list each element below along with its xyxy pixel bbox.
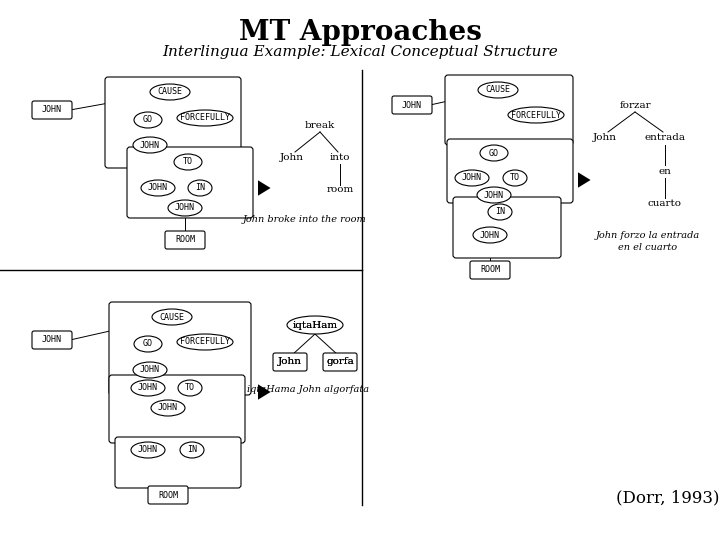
FancyBboxPatch shape bbox=[115, 437, 241, 488]
Ellipse shape bbox=[480, 145, 508, 161]
Text: iqtaHam: iqtaHam bbox=[292, 321, 338, 329]
Ellipse shape bbox=[131, 380, 165, 396]
Text: ROOM: ROOM bbox=[480, 266, 500, 274]
FancyBboxPatch shape bbox=[32, 101, 72, 119]
Text: John forzo la entrada: John forzo la entrada bbox=[596, 231, 700, 240]
FancyBboxPatch shape bbox=[148, 486, 188, 504]
Ellipse shape bbox=[177, 110, 233, 126]
Text: JOHN: JOHN bbox=[42, 105, 62, 114]
Text: (Dorr, 1993): (Dorr, 1993) bbox=[616, 489, 720, 507]
Ellipse shape bbox=[455, 170, 489, 186]
Ellipse shape bbox=[178, 380, 202, 396]
Text: JOHN: JOHN bbox=[462, 173, 482, 183]
Text: JOHN: JOHN bbox=[484, 191, 504, 199]
Text: room: room bbox=[326, 186, 354, 194]
Text: JOHN: JOHN bbox=[140, 366, 160, 375]
Text: gorfa: gorfa bbox=[326, 357, 354, 367]
Text: CAUSE: CAUSE bbox=[160, 313, 184, 321]
Ellipse shape bbox=[131, 442, 165, 458]
Ellipse shape bbox=[133, 137, 167, 153]
Text: IN: IN bbox=[195, 184, 205, 192]
Text: FORCEFULLY: FORCEFULLY bbox=[180, 338, 230, 347]
Polygon shape bbox=[258, 180, 271, 195]
Text: ROOM: ROOM bbox=[158, 490, 178, 500]
Text: GO: GO bbox=[143, 116, 153, 125]
Ellipse shape bbox=[134, 336, 162, 352]
Text: iqtaHam: iqtaHam bbox=[292, 321, 338, 329]
Text: cuarto: cuarto bbox=[648, 199, 682, 208]
Text: IN: IN bbox=[187, 446, 197, 455]
Polygon shape bbox=[578, 172, 590, 188]
Ellipse shape bbox=[188, 180, 212, 196]
Ellipse shape bbox=[168, 200, 202, 216]
Text: iqtaHama John algorfata: iqtaHama John algorfata bbox=[247, 386, 369, 395]
Text: TO: TO bbox=[183, 158, 193, 166]
FancyBboxPatch shape bbox=[105, 77, 241, 168]
Text: MT Approaches: MT Approaches bbox=[238, 18, 482, 45]
FancyBboxPatch shape bbox=[273, 353, 307, 371]
Ellipse shape bbox=[473, 227, 507, 243]
FancyBboxPatch shape bbox=[470, 261, 510, 279]
FancyBboxPatch shape bbox=[165, 231, 205, 249]
Text: John: John bbox=[278, 357, 302, 367]
Ellipse shape bbox=[151, 400, 185, 416]
Text: JOHN: JOHN bbox=[148, 184, 168, 192]
Ellipse shape bbox=[177, 334, 233, 350]
Text: JOHN: JOHN bbox=[402, 100, 422, 110]
Text: CAUSE: CAUSE bbox=[158, 87, 182, 97]
Text: Interlingua Example: Lexical Conceptual Structure: Interlingua Example: Lexical Conceptual … bbox=[162, 45, 558, 59]
Text: JOHN: JOHN bbox=[138, 446, 158, 455]
FancyBboxPatch shape bbox=[127, 147, 253, 218]
Text: JOHN: JOHN bbox=[140, 140, 160, 150]
FancyBboxPatch shape bbox=[109, 302, 251, 395]
Text: TO: TO bbox=[185, 383, 195, 393]
Text: CAUSE: CAUSE bbox=[485, 85, 510, 94]
FancyBboxPatch shape bbox=[447, 139, 573, 203]
Text: break: break bbox=[305, 120, 335, 130]
Ellipse shape bbox=[150, 84, 190, 100]
Text: into: into bbox=[330, 153, 350, 163]
Text: John: John bbox=[593, 133, 617, 143]
Text: FORCEFULLY: FORCEFULLY bbox=[180, 113, 230, 123]
Text: John: John bbox=[278, 357, 302, 367]
Text: JOHN: JOHN bbox=[138, 383, 158, 393]
Text: John: John bbox=[280, 153, 304, 163]
Polygon shape bbox=[258, 384, 271, 400]
Ellipse shape bbox=[180, 442, 204, 458]
Text: JOHN: JOHN bbox=[175, 204, 195, 213]
Ellipse shape bbox=[478, 82, 518, 98]
FancyBboxPatch shape bbox=[109, 375, 245, 443]
Text: JOHN: JOHN bbox=[158, 403, 178, 413]
Ellipse shape bbox=[141, 180, 175, 196]
Text: JOHN: JOHN bbox=[480, 231, 500, 240]
Ellipse shape bbox=[508, 107, 564, 123]
Text: en el cuarto: en el cuarto bbox=[618, 242, 678, 252]
FancyBboxPatch shape bbox=[445, 75, 573, 145]
Ellipse shape bbox=[287, 316, 343, 334]
FancyBboxPatch shape bbox=[323, 353, 357, 371]
Ellipse shape bbox=[152, 309, 192, 325]
Text: IN: IN bbox=[495, 207, 505, 217]
Text: TO: TO bbox=[510, 173, 520, 183]
Text: ROOM: ROOM bbox=[175, 235, 195, 245]
Ellipse shape bbox=[477, 187, 511, 203]
Ellipse shape bbox=[174, 154, 202, 170]
FancyBboxPatch shape bbox=[392, 96, 432, 114]
Ellipse shape bbox=[133, 362, 167, 378]
FancyBboxPatch shape bbox=[453, 197, 561, 258]
Text: John broke into the room: John broke into the room bbox=[243, 215, 367, 225]
Text: forzar: forzar bbox=[619, 100, 651, 110]
Text: GO: GO bbox=[143, 340, 153, 348]
FancyBboxPatch shape bbox=[32, 331, 72, 349]
Text: GO: GO bbox=[489, 148, 499, 158]
Text: FORCEFULLY: FORCEFULLY bbox=[511, 111, 561, 119]
Ellipse shape bbox=[488, 204, 512, 220]
Text: en: en bbox=[659, 166, 672, 176]
Text: JOHN: JOHN bbox=[42, 335, 62, 345]
Text: entrada: entrada bbox=[644, 133, 685, 143]
Ellipse shape bbox=[503, 170, 527, 186]
Text: gorfa: gorfa bbox=[326, 357, 354, 367]
Ellipse shape bbox=[134, 112, 162, 128]
